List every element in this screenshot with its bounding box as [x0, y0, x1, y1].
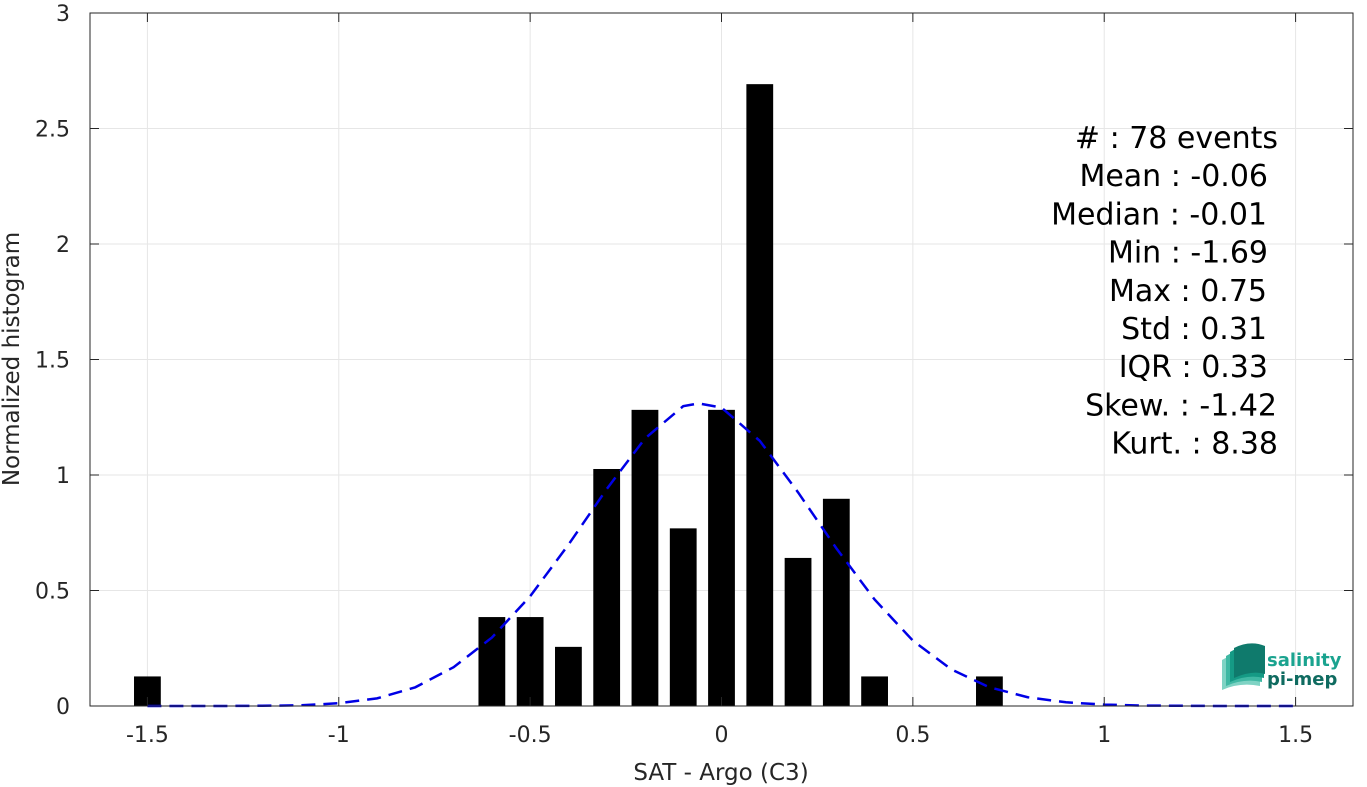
y-tick-label: 2.5	[35, 118, 70, 143]
y-tick-label: 3	[56, 2, 70, 27]
x-tick-label: 0.5	[895, 723, 930, 748]
x-axis-label: SAT - Argo (C3)	[633, 760, 808, 786]
histogram-bar	[669, 528, 697, 706]
x-tick-label: -0.5	[509, 723, 552, 748]
histogram-bar	[861, 676, 888, 706]
y-tick-label: 0	[56, 695, 70, 720]
histogram-bar	[593, 468, 621, 706]
histogram-bar	[478, 617, 506, 706]
stat-line: Std : 0.31	[1121, 312, 1267, 347]
histogram-bar	[746, 84, 774, 706]
normal-fit-curve	[147, 402, 1296, 708]
x-tick-label: 0	[715, 723, 729, 748]
histogram-bar	[708, 409, 735, 706]
y-axis-ticks: 0 0.5 1 1.5 2 2.5 3	[35, 2, 1353, 720]
y-tick-label: 1	[56, 464, 70, 489]
x-tick-label: -1.5	[126, 723, 169, 748]
y-axis-label: Normalized histogram	[0, 232, 25, 486]
salinity-pi-mep-logo: salinity pi-mep	[1222, 643, 1342, 690]
stat-line: Median : -0.01	[1051, 197, 1267, 232]
x-axis-ticks: -1.5 -1 -0.5 0 0.5 1 1.5	[126, 13, 1313, 748]
stat-line: Skew. : -1.42	[1085, 388, 1277, 423]
stat-line: Min : -1.69	[1108, 236, 1268, 271]
y-tick-label: 1.5	[35, 349, 70, 374]
logo-text-salinity: salinity	[1267, 650, 1342, 671]
x-tick-label: -1	[328, 723, 350, 748]
stat-line: Max : 0.75	[1109, 274, 1267, 309]
stat-line: Mean : -0.06	[1079, 159, 1268, 194]
histogram-bars	[134, 84, 1003, 706]
y-tick-label: 0.5	[35, 580, 70, 605]
x-tick-label: 1	[1097, 723, 1111, 748]
histogram-bar	[516, 617, 544, 706]
histogram-bar	[784, 557, 812, 706]
stat-line: IQR : 0.33	[1119, 350, 1268, 385]
stat-line: # : 78 events	[1075, 121, 1278, 156]
histogram-bar	[631, 409, 659, 706]
histogram-bar	[976, 676, 1003, 706]
y-tick-label: 2	[56, 233, 70, 258]
histogram-bar	[822, 498, 850, 706]
histogram-bar	[555, 646, 582, 706]
logo-text-pi-mep: pi-mep	[1267, 669, 1337, 690]
stat-line: Kurt. : 8.38	[1111, 427, 1278, 462]
logo-mark-icon	[1222, 643, 1265, 690]
x-tick-label: 1.5	[1278, 723, 1313, 748]
